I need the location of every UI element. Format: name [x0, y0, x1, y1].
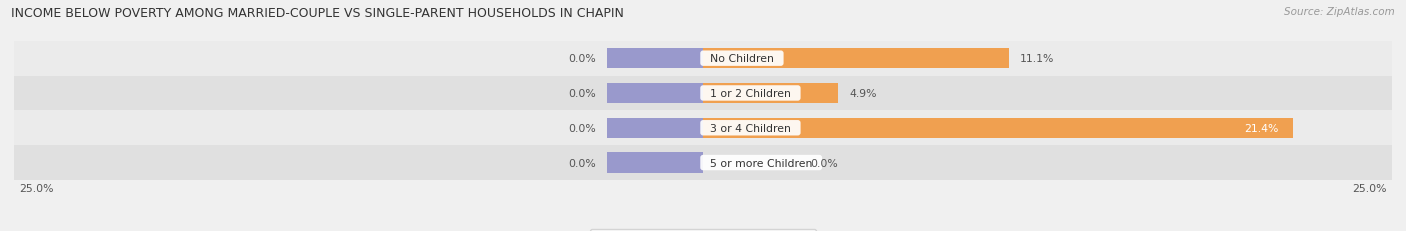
Bar: [14, 146, 1392, 180]
Text: 1 or 2 Children: 1 or 2 Children: [703, 88, 797, 99]
Bar: [14, 111, 1392, 146]
Text: 0.0%: 0.0%: [810, 158, 838, 168]
Text: INCOME BELOW POVERTY AMONG MARRIED-COUPLE VS SINGLE-PARENT HOUSEHOLDS IN CHAPIN: INCOME BELOW POVERTY AMONG MARRIED-COUPL…: [11, 7, 624, 20]
Bar: [606, 49, 703, 69]
Text: Source: ZipAtlas.com: Source: ZipAtlas.com: [1284, 7, 1395, 17]
Text: 21.4%: 21.4%: [1244, 123, 1279, 133]
Text: 4.9%: 4.9%: [849, 88, 876, 99]
Bar: [703, 49, 1010, 69]
Text: 0.0%: 0.0%: [568, 158, 596, 168]
Bar: [14, 76, 1392, 111]
Text: 11.1%: 11.1%: [1019, 54, 1054, 64]
Bar: [703, 84, 838, 104]
Bar: [606, 84, 703, 104]
Text: 25.0%: 25.0%: [20, 183, 53, 193]
Bar: [703, 118, 1292, 138]
Text: 0.0%: 0.0%: [568, 54, 596, 64]
Text: 0.0%: 0.0%: [568, 88, 596, 99]
Text: No Children: No Children: [703, 54, 780, 64]
Text: 0.0%: 0.0%: [568, 123, 596, 133]
Text: 5 or more Children: 5 or more Children: [703, 158, 820, 168]
Text: 3 or 4 Children: 3 or 4 Children: [703, 123, 797, 133]
Bar: [606, 118, 703, 138]
Legend: Married Couples, Single Parents: Married Couples, Single Parents: [591, 229, 815, 231]
Text: 25.0%: 25.0%: [1353, 183, 1386, 193]
Bar: [14, 42, 1392, 76]
Bar: [606, 153, 703, 173]
